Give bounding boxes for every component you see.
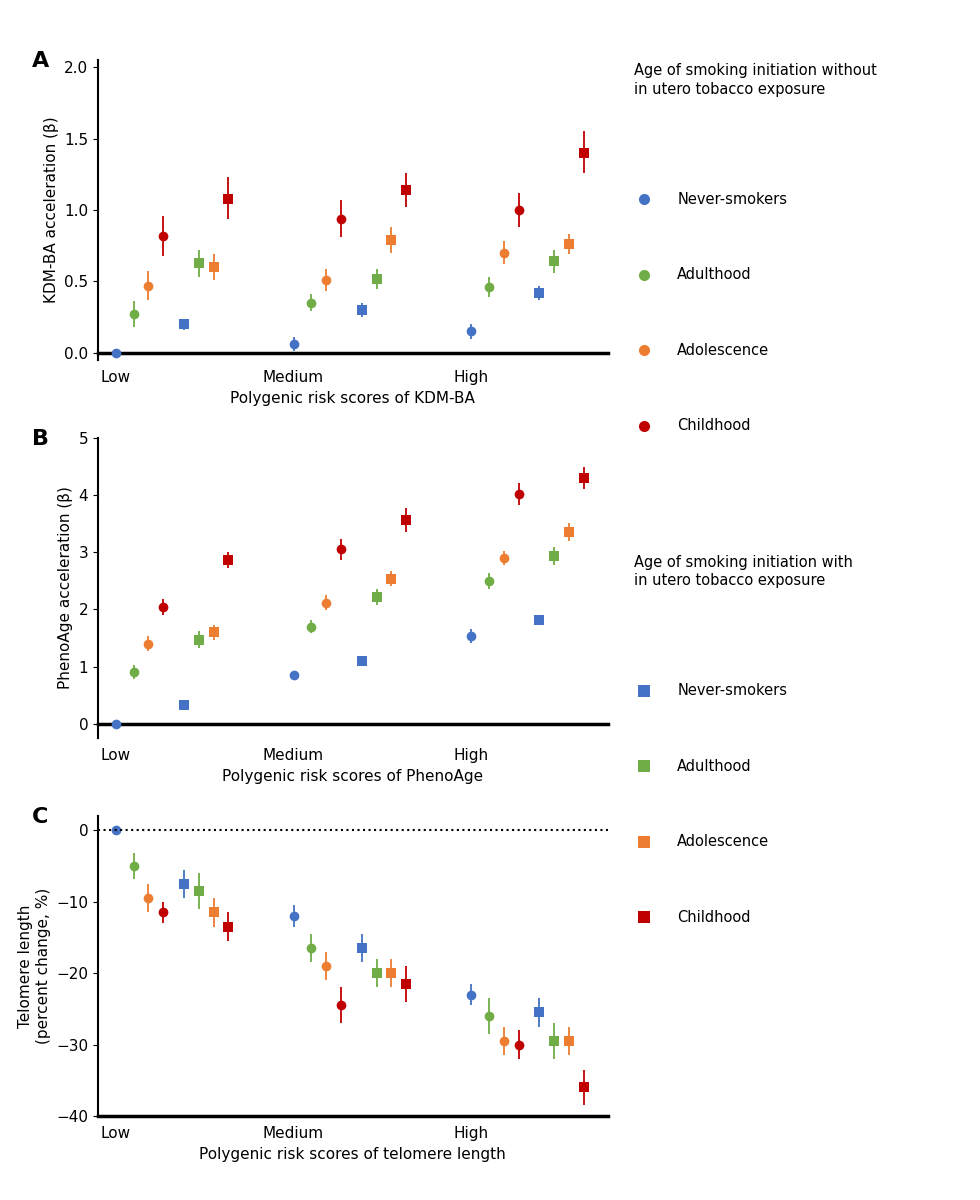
X-axis label: Polygenic risk scores of KDM-BA: Polygenic risk scores of KDM-BA [230,391,475,406]
Text: A: A [31,50,49,71]
Text: Adulthood: Adulthood [677,758,752,774]
Text: Childhood: Childhood [677,910,751,925]
Text: Adolescence: Adolescence [677,834,769,850]
Text: Never-smokers: Never-smokers [677,683,787,698]
X-axis label: Polygenic risk scores of PhenoAge: Polygenic risk scores of PhenoAge [222,769,483,784]
Text: Never-smokers: Never-smokers [677,192,787,206]
Y-axis label: KDM-BA acceleration (β): KDM-BA acceleration (β) [43,116,59,304]
Text: Adulthood: Adulthood [677,268,752,282]
Text: C: C [31,808,48,827]
Text: Adolescence: Adolescence [677,343,769,358]
Y-axis label: PhenoAge acceleration (β): PhenoAge acceleration (β) [58,486,73,690]
Y-axis label: Telomere length
(percent change, %): Telomere length (percent change, %) [19,888,51,1044]
Text: Age of smoking initiation without
in utero tobacco exposure: Age of smoking initiation without in ute… [634,64,877,97]
Text: Age of smoking initiation with
in utero tobacco exposure: Age of smoking initiation with in utero … [634,554,853,588]
Text: B: B [31,428,49,449]
Text: Childhood: Childhood [677,419,751,433]
X-axis label: Polygenic risk scores of telomere length: Polygenic risk scores of telomere length [199,1147,507,1162]
